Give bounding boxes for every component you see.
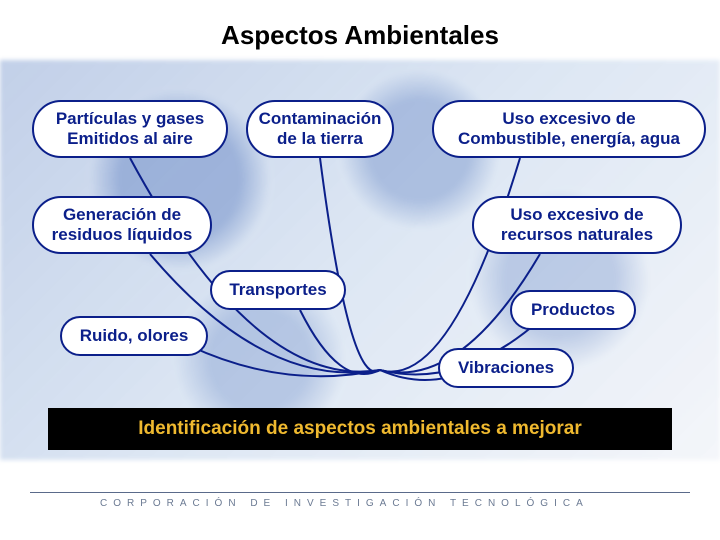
corporation-label: CORPORACIÓN DE INVESTIGACIÓN TECNOLÓGICA: [100, 498, 589, 509]
bubble-vibraciones: Vibraciones: [438, 348, 574, 388]
bubble-uso_recursos: Uso excesivo derecursos naturales: [472, 196, 682, 254]
page-title: Aspectos Ambientales: [0, 20, 720, 51]
bubble-uso_combustible: Uso excesivo deCombustible, energía, agu…: [432, 100, 706, 158]
footer-banner-text: Identificación de aspectos ambientales a…: [138, 418, 582, 440]
bubble-transportes: Transportes: [210, 270, 346, 310]
bubble-particulas: Partículas y gasesEmitidos al aire: [32, 100, 228, 158]
bubble-ruido-label: Ruido, olores: [80, 326, 189, 346]
bubble-particulas-label: Partículas y gasesEmitidos al aire: [56, 109, 204, 148]
bubble-productos-label: Productos: [531, 300, 615, 320]
bubble-uso_combustible-label: Uso excesivo deCombustible, energía, agu…: [458, 109, 680, 148]
bubble-uso_recursos-label: Uso excesivo derecursos naturales: [501, 205, 653, 244]
bubble-generacion: Generación deresiduos líquidos: [32, 196, 212, 254]
bubble-transportes-label: Transportes: [229, 280, 326, 300]
bubble-generacion-label: Generación deresiduos líquidos: [52, 205, 193, 244]
bubble-contaminacion-label: Contaminaciónde la tierra: [259, 109, 382, 148]
divider-line: [30, 492, 690, 493]
bubble-ruido: Ruido, olores: [60, 316, 208, 356]
bubble-productos: Productos: [510, 290, 636, 330]
footer-banner: Identificación de aspectos ambientales a…: [48, 408, 672, 450]
bubble-vibraciones-label: Vibraciones: [458, 358, 554, 378]
bubble-contaminacion: Contaminaciónde la tierra: [246, 100, 394, 158]
